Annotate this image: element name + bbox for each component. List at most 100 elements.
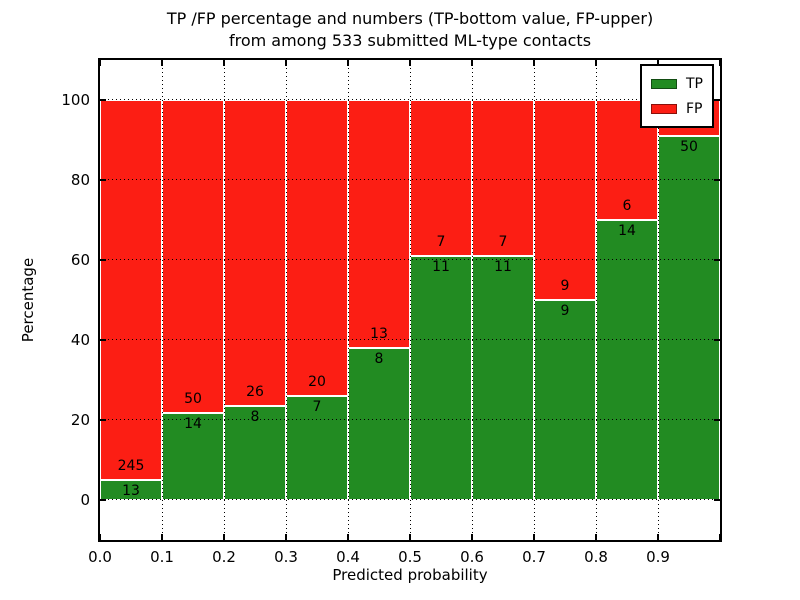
x-tick-label: 0.3 xyxy=(274,548,298,566)
x-tick-label: 0.0 xyxy=(88,548,112,566)
x-tick-mark xyxy=(223,60,225,66)
x-tick-label: 0.2 xyxy=(212,548,236,566)
y-tick-mark xyxy=(100,259,106,261)
x-tick-label: 0.8 xyxy=(584,548,608,566)
fp-count-label: 245 xyxy=(117,457,145,474)
chart-title-line2: from among 533 submitted ML-type contact… xyxy=(228,31,592,50)
bar-segment-fp xyxy=(286,100,348,397)
legend: TP FP xyxy=(640,64,714,128)
plot-area: TP FP 245135014268207138711711996145500.… xyxy=(61,60,721,566)
legend-entry-fp: FP xyxy=(651,96,703,121)
gridline-vertical xyxy=(348,60,349,540)
x-tick-mark xyxy=(99,534,101,540)
tp-count-label: 8 xyxy=(374,350,384,367)
y-tick-mark xyxy=(100,419,106,421)
bar-segment-fp xyxy=(410,100,472,256)
x-tick-mark xyxy=(161,534,163,540)
bar-segment-tp xyxy=(472,255,534,500)
x-tick-label: 0.5 xyxy=(398,548,422,566)
bar-segment-fp xyxy=(348,100,410,348)
legend-entry-tp: TP xyxy=(651,71,703,96)
gridline-vertical xyxy=(658,60,659,540)
x-tick-mark xyxy=(533,534,535,540)
fp-count-label: 6 xyxy=(622,198,632,214)
bar-segment-fp xyxy=(224,100,286,406)
gridline-horizontal xyxy=(100,419,720,420)
tp-count-label: 14 xyxy=(618,223,636,239)
y-tick-label: 60 xyxy=(70,251,90,269)
y-tick-mark xyxy=(714,99,720,101)
y-tick-label: 100 xyxy=(61,91,90,109)
bar-segment-tp xyxy=(286,396,348,500)
y-tick-mark xyxy=(100,339,106,341)
x-tick-mark xyxy=(347,534,349,540)
y-tick-mark xyxy=(100,99,106,101)
y-tick-label: 20 xyxy=(70,411,90,429)
x-tick-mark xyxy=(223,534,225,540)
fp-swatch-icon xyxy=(651,103,677,114)
gridline-vertical xyxy=(162,60,163,540)
gridline-vertical xyxy=(596,60,597,540)
bar-segment-tp xyxy=(410,255,472,500)
gridline-horizontal xyxy=(100,99,720,100)
bar-segment-tp xyxy=(658,136,720,500)
x-tick-mark xyxy=(161,60,163,66)
y-tick-mark xyxy=(714,419,720,421)
gridline-horizontal xyxy=(100,259,720,260)
y-tick-mark xyxy=(714,499,720,501)
fp-count-label: 7 xyxy=(498,233,508,250)
bar-segment-tp xyxy=(348,347,410,500)
bar-segment-fp xyxy=(162,100,224,413)
gridline-vertical xyxy=(534,60,535,540)
bar-segment-tp xyxy=(534,300,596,500)
x-tick-mark xyxy=(719,60,721,66)
x-tick-mark xyxy=(471,534,473,540)
y-tick-mark xyxy=(714,259,720,261)
x-tick-mark xyxy=(347,60,349,66)
tp-count-label: 13 xyxy=(122,482,140,499)
bar-segment-fp xyxy=(100,100,162,480)
tp-swatch-icon xyxy=(651,78,677,89)
fp-count-label: 9 xyxy=(560,278,570,294)
gridline-horizontal xyxy=(100,499,720,500)
fp-count-label: 50 xyxy=(184,390,202,407)
bar-segment-tp xyxy=(596,220,658,500)
y-tick-label: 80 xyxy=(70,171,90,189)
tp-count-label: 50 xyxy=(680,139,698,156)
fp-count-label: 26 xyxy=(246,383,264,400)
chart-title-line1: TP /FP percentage and numbers (TP-bottom… xyxy=(166,9,654,28)
x-tick-mark xyxy=(595,60,597,66)
bar-segment-fp xyxy=(534,100,596,300)
x-tick-label: 0.6 xyxy=(460,548,484,566)
gridline-horizontal xyxy=(100,339,720,340)
y-tick-mark xyxy=(714,179,720,181)
x-tick-mark xyxy=(719,534,721,540)
y-axis-label: Percentage xyxy=(19,257,37,343)
bar-segment-tp xyxy=(162,412,224,500)
tp-count-label: 11 xyxy=(494,258,512,275)
x-tick-label: 0.9 xyxy=(646,548,670,566)
x-tick-label: 0.4 xyxy=(336,548,360,566)
x-tick-mark xyxy=(657,534,659,540)
tp-count-label: 9 xyxy=(560,303,570,319)
x-tick-mark xyxy=(409,60,411,66)
gridline-vertical xyxy=(410,60,411,540)
y-tick-mark xyxy=(100,499,106,501)
x-tick-mark xyxy=(657,60,659,66)
gridline-vertical xyxy=(472,60,473,540)
x-tick-label: 0.1 xyxy=(150,548,174,566)
x-tick-mark xyxy=(533,60,535,66)
tp-count-label: 7 xyxy=(312,399,322,416)
gridline-vertical xyxy=(224,60,225,540)
fp-count-label: 20 xyxy=(308,374,326,391)
fp-count-label: 13 xyxy=(370,325,388,342)
x-tick-mark xyxy=(595,534,597,540)
chart-title: TP /FP percentage and numbers (TP-bottom… xyxy=(100,8,720,52)
gridline-horizontal xyxy=(100,179,720,180)
y-tick-mark xyxy=(714,339,720,341)
tp-count-label: 8 xyxy=(250,408,260,425)
gridline-vertical xyxy=(286,60,287,540)
y-tick-label: 40 xyxy=(70,331,90,349)
tp-count-label: 11 xyxy=(432,258,450,275)
